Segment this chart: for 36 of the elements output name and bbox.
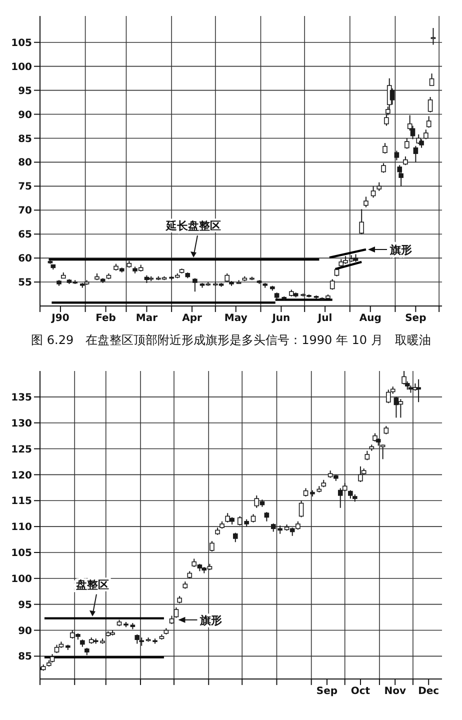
- y-tick-label: 120: [11, 470, 32, 482]
- x-tick-label: Nov: [384, 686, 406, 698]
- y-tick-label: 100: [11, 574, 32, 585]
- y-tick-label: 105: [11, 548, 32, 560]
- y-tick-label: 90: [18, 110, 32, 121]
- y-tick-label: 85: [18, 652, 32, 663]
- x-tick-label: Mar: [136, 313, 158, 324]
- y-tick-label: 125: [11, 444, 32, 456]
- x-tick-label: Jul: [316, 313, 332, 324]
- x-tick-label: Apr: [182, 313, 202, 324]
- x-tick-label: Aug: [359, 313, 382, 324]
- text: 图 6.29 在盘整区顶部附近形成旗形是多头信号：1990 年 10 月 取暖油: [30, 332, 432, 349]
- x-tick-label: Dec: [418, 686, 440, 698]
- x-tick-label: Sep: [316, 686, 338, 698]
- y-tick-label: 55: [18, 278, 32, 289]
- x-tick-label: Sep: [405, 313, 426, 324]
- y-tick-label: 90: [18, 626, 32, 637]
- y-tick-label: 70: [18, 206, 32, 217]
- y-tick-label: 95: [18, 86, 32, 97]
- y-tick-label: 75: [18, 182, 32, 193]
- x-tick-label: J90: [50, 313, 70, 324]
- y-tick-label: 95: [18, 600, 32, 611]
- y-tick-label: 100: [11, 62, 32, 73]
- x-tick-label: Jun: [271, 313, 290, 324]
- y-tick-label: 135: [11, 392, 32, 404]
- x-tick-label: Oct: [350, 686, 370, 698]
- y-tick-label: 130: [11, 418, 32, 430]
- y-tick-label: 110: [11, 522, 32, 534]
- y-tick-label: 80: [18, 158, 32, 169]
- y-tick-label: 65: [18, 230, 32, 241]
- x-tick-label: May: [224, 313, 248, 324]
- y-tick-label: 105: [11, 38, 32, 49]
- y-tick-label: 60: [18, 254, 32, 265]
- y-tick-label: 85: [18, 134, 32, 145]
- y-tick-label: 115: [11, 496, 32, 508]
- x-tick-label: Feb: [96, 313, 116, 324]
